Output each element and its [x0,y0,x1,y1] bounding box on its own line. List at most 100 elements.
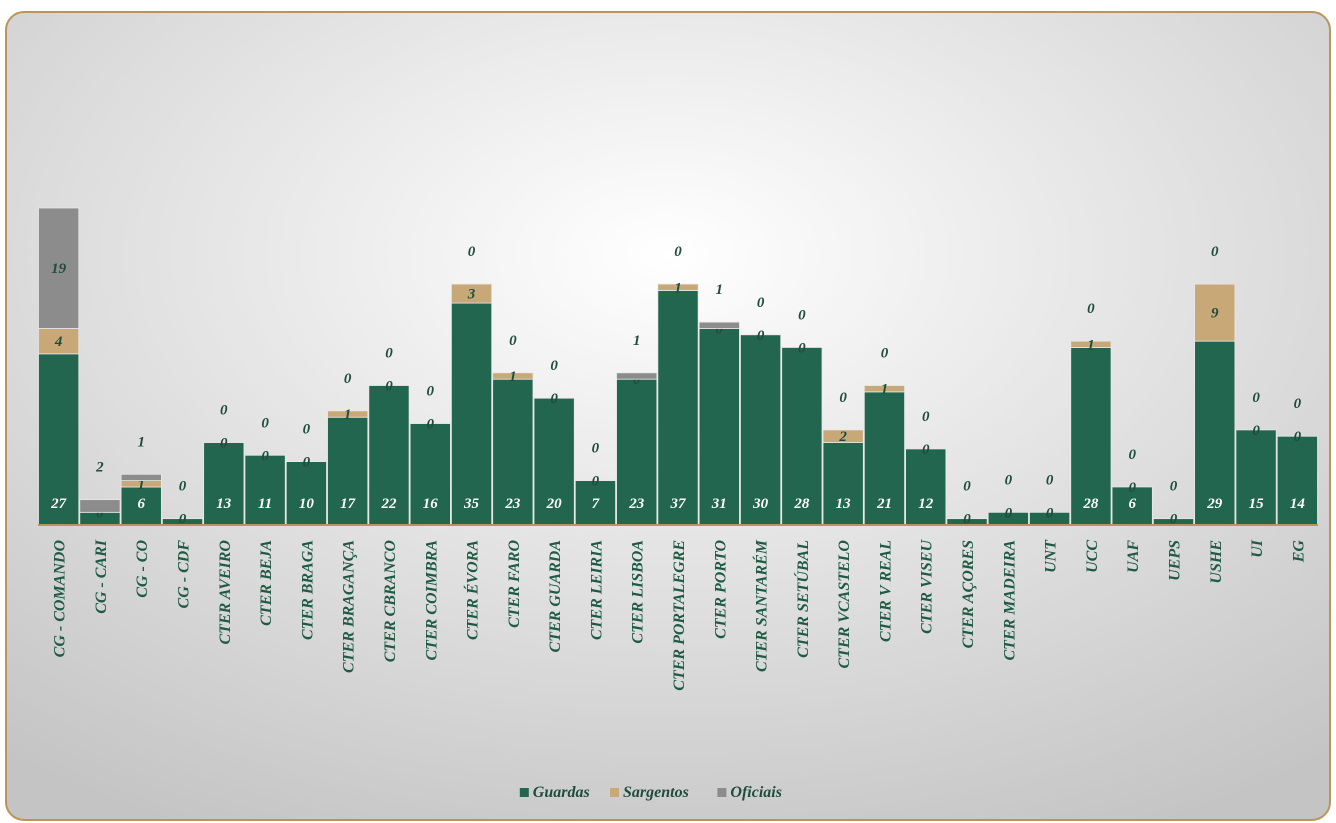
x-tick-label: CTER BRAGA [299,540,316,640]
data-label: 0 [1128,480,1136,496]
data-label: 0 [1005,472,1013,488]
data-label: 1 [716,282,724,298]
data-label: 1 [674,280,682,296]
bar-segment [1194,283,1236,342]
data-label: 10 [299,496,315,512]
data-label: 4 [54,334,63,350]
legend-label: Sargentos [623,784,689,801]
data-label: 0 [179,479,187,495]
data-label: 1 [881,382,889,398]
legend-swatch [717,788,727,797]
bar-segment [657,290,699,526]
data-label: 13 [836,496,852,512]
x-tick-label: UAF [1125,540,1142,573]
x-tick-label: UCC [1084,540,1101,573]
bar-segment [740,334,782,526]
x-tick-label: CTER ÉVORA [463,540,482,640]
x-tick-label: CTER LEIRIA [588,540,605,640]
data-label: 0 [922,409,930,425]
data-label: 13 [216,496,232,512]
data-label: 0 [922,442,930,458]
bar-segment [492,378,534,526]
bar-segment [863,391,905,526]
data-label: 0 [179,512,187,528]
x-tick-label: UEPS [1166,540,1183,581]
bar-segment [38,353,80,526]
data-label: 0 [839,390,847,406]
data-label: 6 [137,496,145,512]
bar-segment [244,454,286,526]
legend-label: Oficiais [730,784,782,801]
bar-segment [574,480,616,526]
data-label: 17 [340,496,356,512]
data-label: 21 [876,496,892,512]
x-tick-label: CTER AÇORES [960,540,977,648]
bar-segment [657,283,699,291]
data-label: 14 [1290,496,1306,512]
bar-segment [451,283,493,304]
data-label: 0 [633,372,641,388]
data-label: 0 [303,455,311,471]
bar-segment [533,397,575,526]
data-label: 0 [716,321,724,337]
bar-segment [1194,340,1236,526]
x-tick-label: CTER BEJA [258,540,275,626]
x-tick-label: CTER COIMBRA [423,540,440,661]
data-label: 1 [1087,337,1095,353]
data-label: 0 [1211,244,1219,260]
data-label: 0 [468,244,476,260]
data-label: 7 [592,496,600,512]
x-tick-label: CG - CO [134,540,151,598]
bar-segment [616,372,658,380]
data-label: 0 [1170,479,1178,495]
data-label: 16 [423,496,439,512]
data-label: 0 [757,295,765,311]
data-label: 22 [380,496,397,512]
data-label: 0 [757,328,765,344]
data-label: 1 [137,434,145,450]
data-label: 0 [220,436,228,452]
data-label: 0 [1128,447,1136,463]
bar-segment [120,486,162,526]
x-tick-label: CTER GUARDA [547,540,564,653]
bar-segment [905,448,947,526]
bar-segment [409,423,451,526]
data-label: 9 [1211,306,1219,322]
x-tick-label: CG - COMANDO [52,540,69,658]
bar-segment [79,499,121,513]
data-label: 31 [711,496,727,512]
bar-segment [1070,340,1112,348]
data-label: 0 [592,474,600,490]
data-label: 0 [1294,396,1302,412]
bar-segment [120,473,162,482]
data-label: 0 [592,441,600,457]
data-label: 30 [752,496,769,512]
legend-swatch [610,788,619,797]
bar-segment [327,410,369,418]
data-label: 0 [550,391,558,407]
data-label: 0 [963,512,971,528]
data-label: 19 [51,261,67,277]
data-label: 28 [1082,496,1099,512]
bar-segment [822,442,864,526]
x-tick-label: CG - CARI [93,539,110,614]
legend-swatch [519,788,529,797]
data-label: 1 [137,477,145,493]
data-label: 0 [1046,472,1054,488]
data-label: 0 [385,346,393,362]
data-label: 0 [509,333,517,349]
bar-segment [38,207,80,329]
x-tick-label: CTER PORTO [712,540,729,639]
data-label: 1 [344,407,352,423]
data-label: 0 [550,358,558,374]
data-label: 0 [261,448,269,464]
x-tick-label: CG - CDF [176,540,193,609]
x-tick-label: CTER CBRANCO [382,540,399,663]
data-label: 0 [96,505,104,521]
bar-segment [1111,486,1153,526]
x-tick-label: CTER LISBOA [630,540,647,644]
data-label: 23 [504,496,521,512]
data-label: 0 [344,371,352,387]
data-label: 23 [628,496,645,512]
bar-segment [863,385,905,393]
